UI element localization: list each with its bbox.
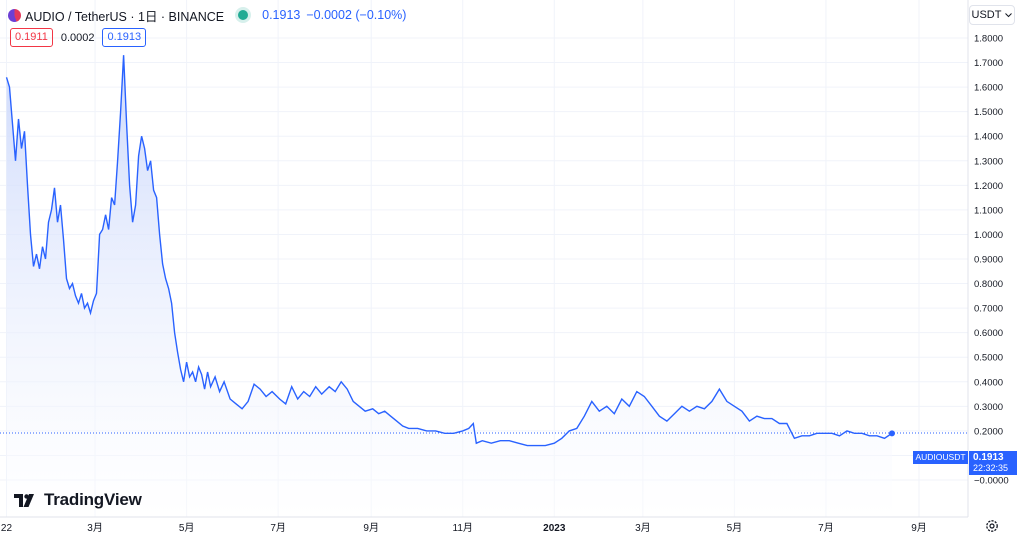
x-tick-label: 5月 xyxy=(179,522,195,534)
brand-name: TradingView xyxy=(44,490,142,509)
x-tick-label: 3月 xyxy=(635,522,651,534)
y-tick-label: 1.6000 xyxy=(974,83,1003,94)
spread-value: 0.0002 xyxy=(60,31,95,44)
symbol-title[interactable]: AUDIO / TetherUS · 1日 · BINANCE xyxy=(25,9,225,24)
last-price-axis-label: 0.1913 22:32:35 xyxy=(969,451,1017,475)
y-tick-label: 0.4000 xyxy=(974,377,1003,388)
market-open-dot-icon xyxy=(238,10,249,20)
currency-unit-label: USDT xyxy=(971,9,1002,21)
x-tick-label: 2023 xyxy=(543,523,566,534)
symbol-axis-label: AUDIOUSDT xyxy=(913,451,968,464)
x-tick-label: 11月 xyxy=(453,522,473,534)
x-tick-label: 9月 xyxy=(363,522,379,534)
currency-unit-button[interactable]: USDT xyxy=(969,5,1015,25)
y-tick-label: 1.2000 xyxy=(974,181,1003,192)
y-tick-label: 1.5000 xyxy=(974,107,1003,118)
symbol-header: AUDIO / TetherUS · 1日 · BINANCE 0.1913 −… xyxy=(8,6,406,24)
price-area-fill xyxy=(6,55,892,517)
y-tick-label: 0.9000 xyxy=(974,255,1003,266)
bid-ask-row: 0.1911 0.0002 0.1913 xyxy=(10,28,147,47)
last-price: 0.1913 xyxy=(262,8,301,22)
y-tick-label: 0.7000 xyxy=(974,304,1003,315)
y-tick-label: 1.1000 xyxy=(974,205,1003,216)
x-tick-label: 3月 xyxy=(87,522,103,534)
price-axis[interactable]: 1.8000 1.7000 1.6000 1.5000 1.4000 1.3000 1.20… xyxy=(974,34,1009,487)
tradingview-logo[interactable]: TradingView xyxy=(14,490,142,510)
last-price-axis-value: 0.1913 xyxy=(973,452,1004,463)
tradingview-logo-icon xyxy=(14,493,34,507)
gear-icon[interactable] xyxy=(985,519,999,533)
price-change: −0.0002 (−0.10%) xyxy=(306,8,407,22)
y-tick-label: 0.8000 xyxy=(974,279,1003,290)
bid-price-button[interactable]: 0.1911 xyxy=(10,28,53,47)
y-tick-label: 0.2000 xyxy=(974,426,1003,437)
y-tick-label: −0.0000 xyxy=(974,476,1009,487)
chevron-down-icon xyxy=(1005,12,1013,17)
y-tick-label: 1.0000 xyxy=(974,230,1003,241)
audius-logo-icon xyxy=(8,8,21,22)
y-tick-label: 1.3000 xyxy=(974,156,1003,167)
bar-countdown: 22:32:35 xyxy=(973,463,1009,473)
x-tick-label: 7月 xyxy=(818,522,834,534)
y-tick-label: 1.8000 xyxy=(974,34,1003,45)
y-tick-label: 1.4000 xyxy=(974,132,1003,143)
x-tick-label: 22 xyxy=(1,523,13,534)
y-tick-label: 1.7000 xyxy=(974,58,1003,69)
y-tick-label: 0.6000 xyxy=(974,328,1003,339)
last-price-dot xyxy=(888,430,895,437)
x-tick-label: 9月 xyxy=(911,522,927,534)
y-tick-label: 0.5000 xyxy=(974,353,1003,364)
x-tick-label: 5月 xyxy=(727,522,743,534)
ask-price-button[interactable]: 0.1913 xyxy=(102,28,147,47)
price-line xyxy=(5,55,893,447)
time-axis[interactable]: 22 3月 5月 7月 9月 11月 2023 3月 5月 7月 9月 xyxy=(1,522,927,534)
y-tick-label: 0.3000 xyxy=(974,402,1003,413)
x-tick-label: 7月 xyxy=(270,522,286,534)
